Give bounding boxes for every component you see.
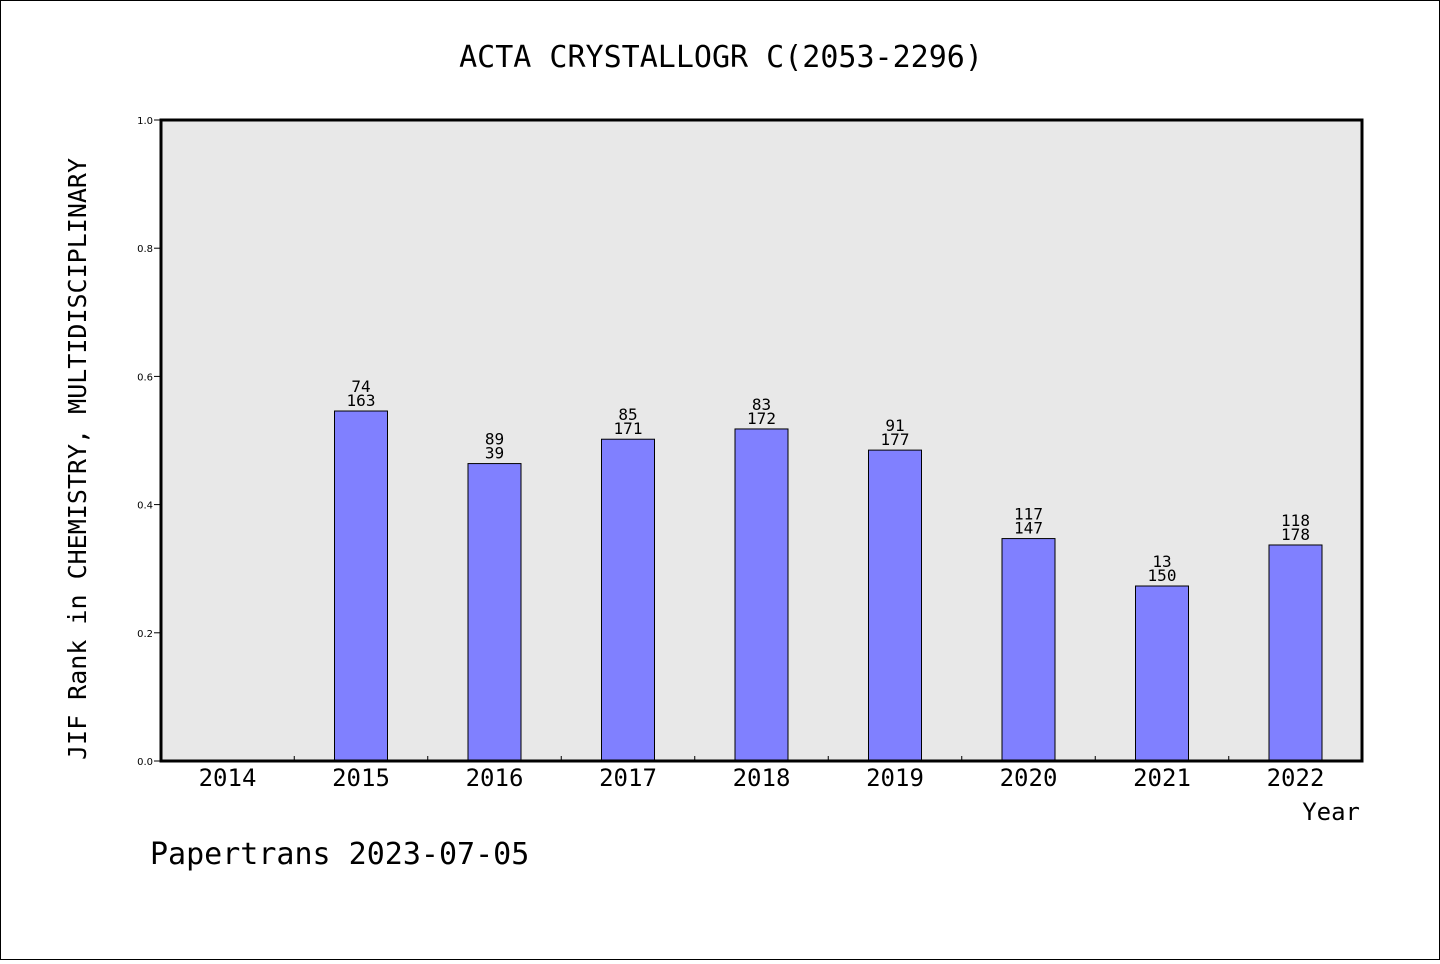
- x-tick-label: 2018: [733, 764, 791, 792]
- x-tick-label: 2015: [332, 764, 390, 792]
- x-tick-label: 2020: [1000, 764, 1058, 792]
- x-tick-label: 2017: [599, 764, 657, 792]
- data-label-top: 85: [618, 405, 637, 424]
- plot-border: [159, 118, 1364, 763]
- x-tick-label: 2022: [1267, 764, 1325, 792]
- x-axis-label: Year: [1302, 798, 1360, 826]
- x-tick-label: 2021: [1133, 764, 1191, 792]
- data-label-top: 74: [351, 377, 370, 396]
- y-axis-label: JIF Rank in CHEMISTRY, MULTIDISCIPLINARY: [63, 158, 92, 760]
- footer-credit: Papertrans 2023-07-05: [150, 837, 529, 872]
- y-tick-label: 0.2: [137, 629, 153, 640]
- bar-2016: [467, 463, 522, 762]
- y-tick-label: 0.6: [137, 372, 153, 383]
- data-label-bottom: 172: [747, 409, 776, 428]
- data-label-top: 83: [752, 395, 771, 414]
- y-tick-label: 1.0: [137, 116, 153, 127]
- data-label-bottom: 178: [1281, 525, 1310, 544]
- bar-2017: [601, 438, 655, 762]
- data-label-bottom: 163: [347, 391, 376, 410]
- data-label-top: 118: [1281, 511, 1310, 530]
- bar-2018: [734, 428, 789, 762]
- data-label-bottom: 147: [1014, 519, 1043, 538]
- bar-2022: [1268, 544, 1323, 762]
- bar-2020: [1001, 538, 1056, 762]
- y-tick-label: 0.8: [137, 244, 153, 255]
- y-tick-label: 0.4: [137, 501, 153, 512]
- chart-title: ACTA CRYSTALLOGR C(2053-2296): [459, 40, 983, 75]
- data-label-bottom: 177: [881, 430, 910, 449]
- bar-2021: [1135, 585, 1189, 762]
- data-label-top: 117: [1014, 505, 1043, 524]
- data-label-bottom: 171: [614, 419, 643, 438]
- data-label-bottom: 150: [1148, 566, 1177, 585]
- bars-group: [334, 410, 1323, 762]
- bar-2015: [334, 410, 388, 762]
- bar-2019: [868, 449, 922, 762]
- x-tick-label: 2014: [199, 764, 257, 792]
- data-label-top: 91: [885, 416, 904, 435]
- x-axis-ticks: 2014 2015 2016 2017 2018 2019 2020 2021 2022: [199, 756, 1325, 792]
- x-tick-label: 2019: [866, 764, 924, 792]
- data-label-top: 13: [1152, 552, 1171, 571]
- y-tick-label: 0.0: [137, 757, 153, 768]
- y-axis-ticks: 0.0 0.2 0.4 0.6 0.8 1.0: [137, 116, 161, 768]
- x-tick-label: 2016: [466, 764, 524, 792]
- data-label-bottom: 39: [485, 444, 504, 463]
- data-label-top: 89: [485, 430, 504, 449]
